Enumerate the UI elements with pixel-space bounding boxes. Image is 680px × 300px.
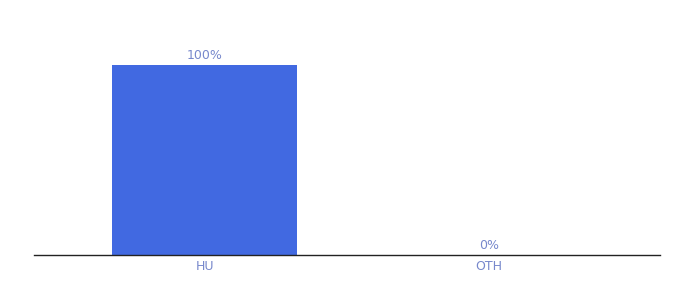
Text: 100%: 100% [187,49,222,62]
Bar [112,64,297,255]
Text: 0%: 0% [479,239,499,252]
